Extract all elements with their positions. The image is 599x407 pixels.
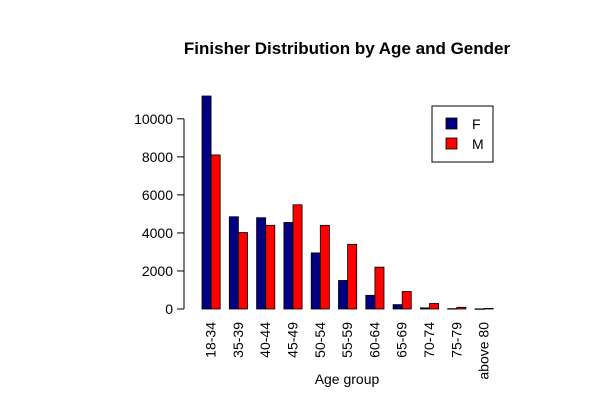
bar-M-75-79 [456, 306, 467, 310]
bar-F-50-54 [310, 252, 321, 310]
y-tick-label: 0 [165, 301, 173, 317]
bar-F-75-79 [447, 308, 458, 310]
bar-F-70-74 [419, 307, 430, 310]
legend-box [431, 105, 494, 163]
y-tick-label: 2000 [142, 263, 173, 279]
bar-F-35-39 [228, 216, 239, 310]
bar-M-above 80 [483, 308, 494, 310]
x-tick-labels: 18-34 35-39 40-44 45-49 50-54 55-59 60-64 65-69… [203, 322, 492, 380]
y-axis: 0 2000 4000 6000 8000 10000 [134, 111, 185, 317]
bar-F-18-34 [201, 95, 212, 310]
bar-M-55-59 [347, 243, 358, 310]
bar-M-18-34 [210, 154, 221, 310]
legend-label-F: F [472, 116, 481, 132]
y-tick-label: 4000 [142, 225, 173, 241]
chart-title: Finisher Distribution by Age and Gender [184, 39, 511, 58]
x-axis-title: Age group [315, 371, 380, 387]
y-tick-label: 8000 [142, 149, 173, 165]
bar-M-60-64 [374, 266, 385, 310]
bar-group [201, 95, 494, 310]
x-tick-label: 70-74 [421, 322, 437, 358]
bar-M-70-74 [429, 303, 440, 310]
x-tick-label: 18-34 [203, 322, 219, 358]
bar-M-50-54 [319, 224, 330, 310]
x-tick-label: 65-69 [394, 322, 410, 358]
bar-F-65-69 [392, 304, 403, 310]
x-tick-label: 45-49 [285, 322, 301, 358]
x-tick-label: 60-64 [366, 322, 382, 358]
x-tick-label: 50-54 [312, 322, 328, 358]
bar-M-45-49 [292, 204, 303, 310]
bar-F-55-59 [338, 280, 349, 310]
bar-F-60-64 [365, 294, 376, 310]
x-tick-label: 55-59 [339, 322, 355, 358]
bar-F-40-44 [256, 217, 267, 310]
bar-M-40-44 [265, 224, 276, 310]
y-tick-label: 6000 [142, 187, 173, 203]
legend-swatch-F [445, 117, 458, 130]
bar-M-35-39 [237, 232, 248, 310]
y-tick-label: 10000 [134, 111, 173, 127]
bar-M-65-69 [401, 291, 412, 310]
bar-F-above 80 [474, 308, 485, 310]
legend-swatch-M [445, 137, 458, 150]
bar-F-45-49 [283, 222, 294, 310]
x-tick-label: 75-79 [448, 322, 464, 358]
legend-label-M: M [472, 136, 484, 152]
x-tick-label: above 80 [476, 322, 492, 380]
x-tick-label: 35-39 [230, 322, 246, 358]
x-tick-label: 40-44 [257, 322, 273, 358]
legend: FM [431, 105, 494, 163]
